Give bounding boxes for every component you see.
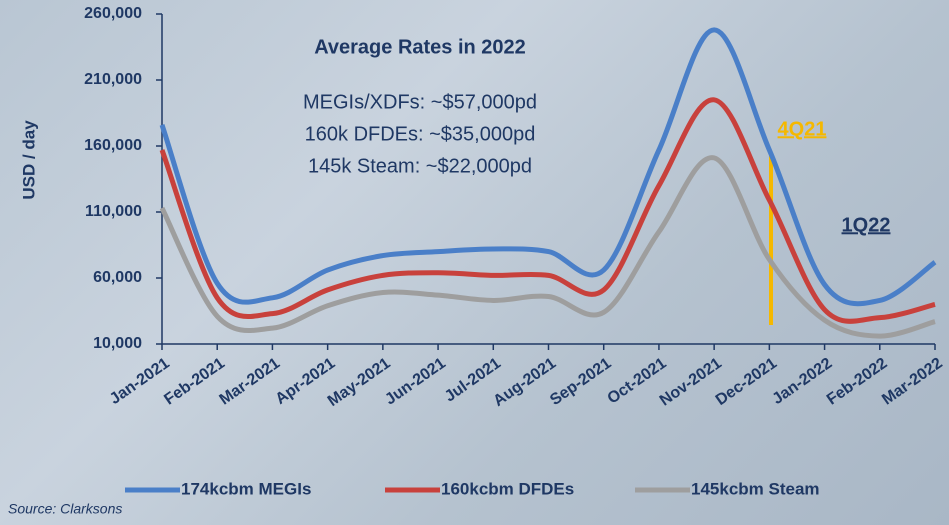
x-tick-label: Mar-2021 bbox=[217, 355, 284, 409]
y-tick-label: 210,000 bbox=[84, 71, 142, 88]
legend-label: 145kcbm Steam bbox=[691, 479, 820, 498]
y-tick-label: 260,000 bbox=[84, 5, 142, 22]
x-tick-label: Jan-2021 bbox=[107, 355, 173, 408]
y-tick-label: 110,000 bbox=[85, 203, 142, 220]
x-tick-label: Feb-2021 bbox=[161, 355, 228, 409]
x-tick-label: Aug-2021 bbox=[490, 355, 559, 410]
annotation: MEGIs/XDFs: ~$57,000pd bbox=[303, 91, 537, 113]
legend-label: 160kcbm DFDEs bbox=[441, 479, 574, 498]
y-axis-label: USD / day bbox=[19, 120, 38, 200]
y-tick-label: 10,000 bbox=[93, 335, 142, 352]
x-tick-label: Feb-2022 bbox=[824, 355, 891, 409]
period-label: 4Q21 bbox=[778, 118, 827, 140]
annotation: 160k DFDEs: ~$35,000pd bbox=[305, 123, 536, 145]
series-line bbox=[162, 158, 935, 336]
x-tick-label: Sep-2021 bbox=[547, 355, 614, 409]
x-tick-label: Mar-2022 bbox=[879, 355, 946, 409]
x-tick-label: Jan-2022 bbox=[769, 355, 835, 408]
annotation-title: Average Rates in 2022 bbox=[314, 36, 526, 58]
x-tick-label: May-2021 bbox=[325, 355, 394, 410]
x-tick-label: Dec-2021 bbox=[713, 355, 780, 409]
annotation: 145k Steam: ~$22,000pd bbox=[308, 155, 532, 177]
source: Source: Clarksons bbox=[8, 501, 122, 517]
legend-label: 174kcbm MEGIs bbox=[181, 479, 311, 498]
period-label: 1Q22 bbox=[842, 214, 891, 236]
page: USD / day Average Rates in 2022 MEGIs/XD… bbox=[0, 0, 949, 525]
chart: USD / day Average Rates in 2022 MEGIs/XD… bbox=[0, 0, 949, 525]
x-tick-label: Nov-2021 bbox=[657, 355, 725, 410]
series-line bbox=[162, 30, 935, 304]
x-tick-label: Jun-2021 bbox=[382, 355, 449, 409]
y-tick-label: 60,000 bbox=[93, 269, 142, 286]
y-tick-label: 160,000 bbox=[84, 137, 142, 154]
